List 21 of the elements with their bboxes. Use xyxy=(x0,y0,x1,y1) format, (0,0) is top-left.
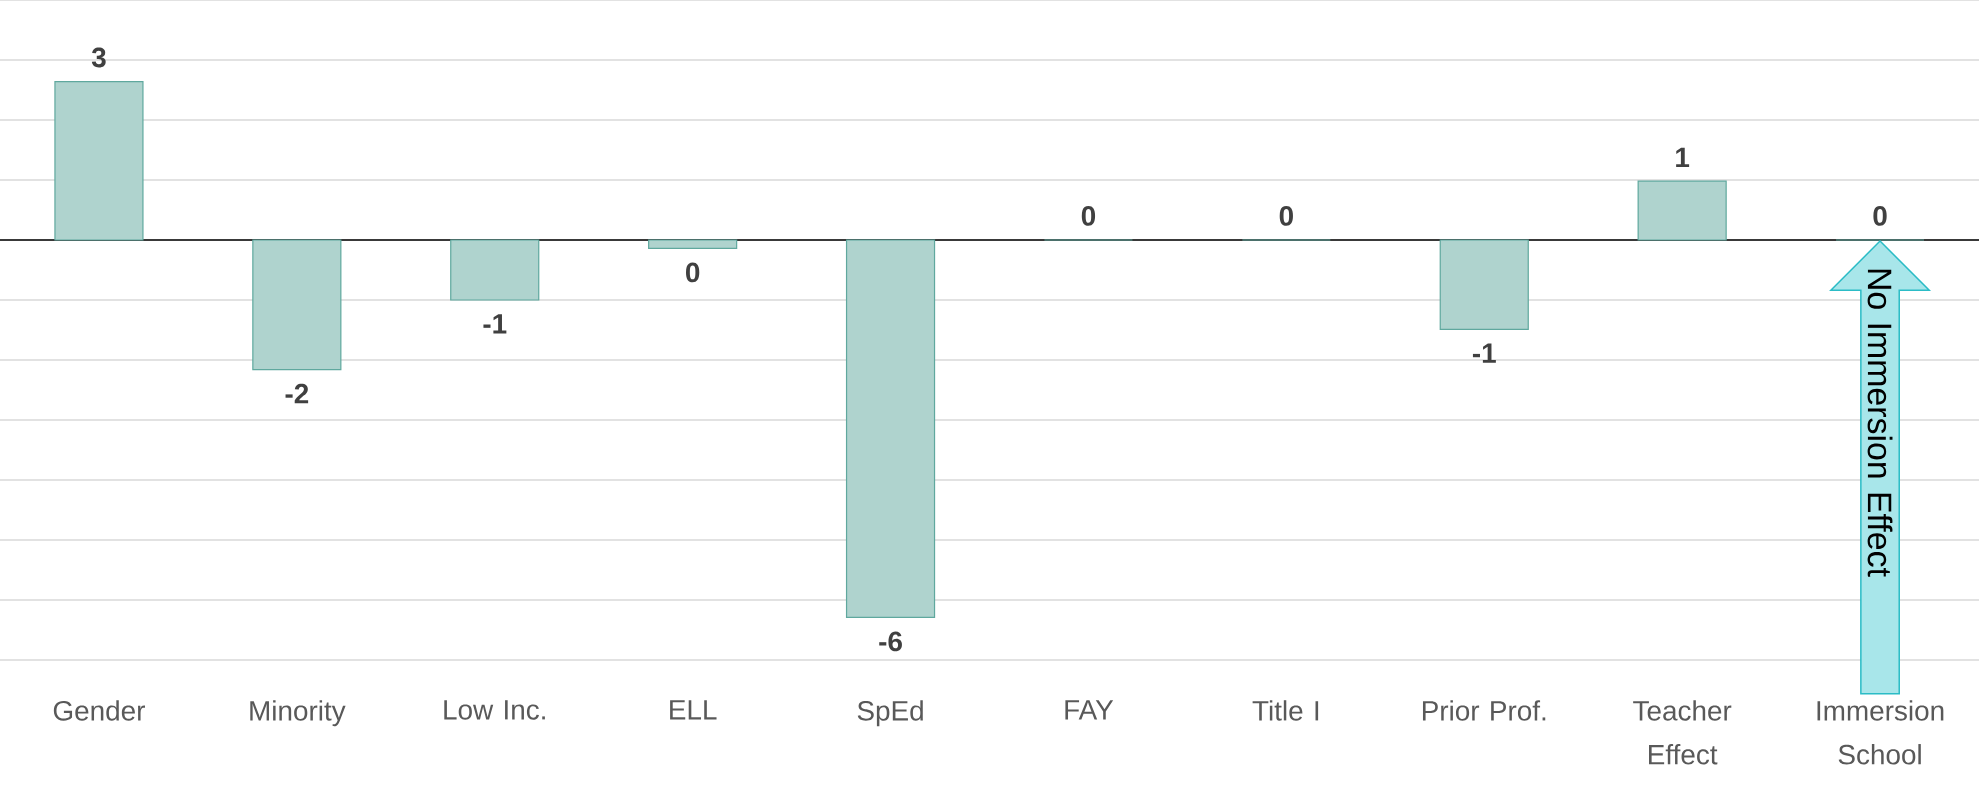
data-label: 0 xyxy=(686,262,700,283)
annotation: No Immersion Effect xyxy=(1867,269,1893,577)
data-label: -1 xyxy=(1472,343,1496,363)
data-label: -2 xyxy=(285,383,309,404)
data-label: 0 xyxy=(1279,206,1293,226)
x-tick-label: Teacher Effect xyxy=(1633,700,1732,765)
data-label: 0 xyxy=(1081,206,1096,226)
data-label: -6 xyxy=(879,631,902,652)
data-label: 3 xyxy=(91,47,106,68)
x-tick-label: Prior Prof. xyxy=(1422,700,1546,721)
x-tick-label: Immersion School xyxy=(1817,700,1944,765)
data-label: 1 xyxy=(1676,147,1690,167)
x-tick-label: Title I xyxy=(1252,700,1319,721)
x-tick-label: FAY xyxy=(1065,700,1114,720)
x-tick-label: Low Inc. xyxy=(444,700,545,720)
x-tick-label: ELL xyxy=(670,700,717,720)
x-tick-label: Minority xyxy=(250,700,346,727)
data-label: -1 xyxy=(483,314,507,334)
x-tick-label: Gender xyxy=(53,700,145,721)
x-tick-label: SpEd xyxy=(857,700,923,727)
data-label: 0 xyxy=(1873,206,1887,226)
